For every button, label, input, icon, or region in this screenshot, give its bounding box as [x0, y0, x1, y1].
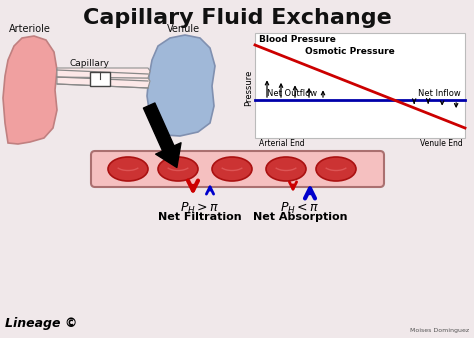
- Text: Capillary: Capillary: [70, 59, 110, 68]
- Text: Osmotic Pressure: Osmotic Pressure: [305, 47, 395, 56]
- FancyArrowPatch shape: [144, 103, 181, 167]
- Bar: [90, 72, 110, 86]
- Text: Net Outflow: Net Outflow: [267, 89, 317, 98]
- Text: Net Absorption: Net Absorption: [253, 212, 347, 222]
- Text: Arterial End: Arterial End: [259, 139, 305, 148]
- Ellipse shape: [316, 157, 356, 181]
- FancyBboxPatch shape: [255, 33, 465, 138]
- Text: Net Inflow: Net Inflow: [418, 89, 461, 98]
- Polygon shape: [57, 77, 150, 88]
- Ellipse shape: [158, 157, 198, 181]
- Text: Venule End: Venule End: [420, 139, 463, 148]
- Ellipse shape: [212, 157, 252, 181]
- Polygon shape: [57, 68, 150, 78]
- Text: Lineage ©: Lineage ©: [5, 317, 77, 330]
- Text: Net Filtration: Net Filtration: [158, 212, 242, 222]
- Text: Moises Dominguez: Moises Dominguez: [410, 328, 469, 333]
- Polygon shape: [147, 35, 215, 136]
- Text: Arteriole: Arteriole: [9, 24, 51, 34]
- Text: $P_H < \pi$: $P_H < \pi$: [280, 201, 320, 216]
- Text: $P_H > \pi$: $P_H > \pi$: [180, 201, 220, 216]
- Ellipse shape: [108, 157, 148, 181]
- Polygon shape: [3, 36, 57, 144]
- Text: Capillary Fluid Exchange: Capillary Fluid Exchange: [82, 8, 392, 28]
- Text: Venule: Venule: [166, 24, 200, 34]
- FancyBboxPatch shape: [91, 151, 384, 187]
- Text: Pressure: Pressure: [245, 70, 254, 106]
- Ellipse shape: [266, 157, 306, 181]
- Text: Blood Pressure: Blood Pressure: [259, 35, 336, 44]
